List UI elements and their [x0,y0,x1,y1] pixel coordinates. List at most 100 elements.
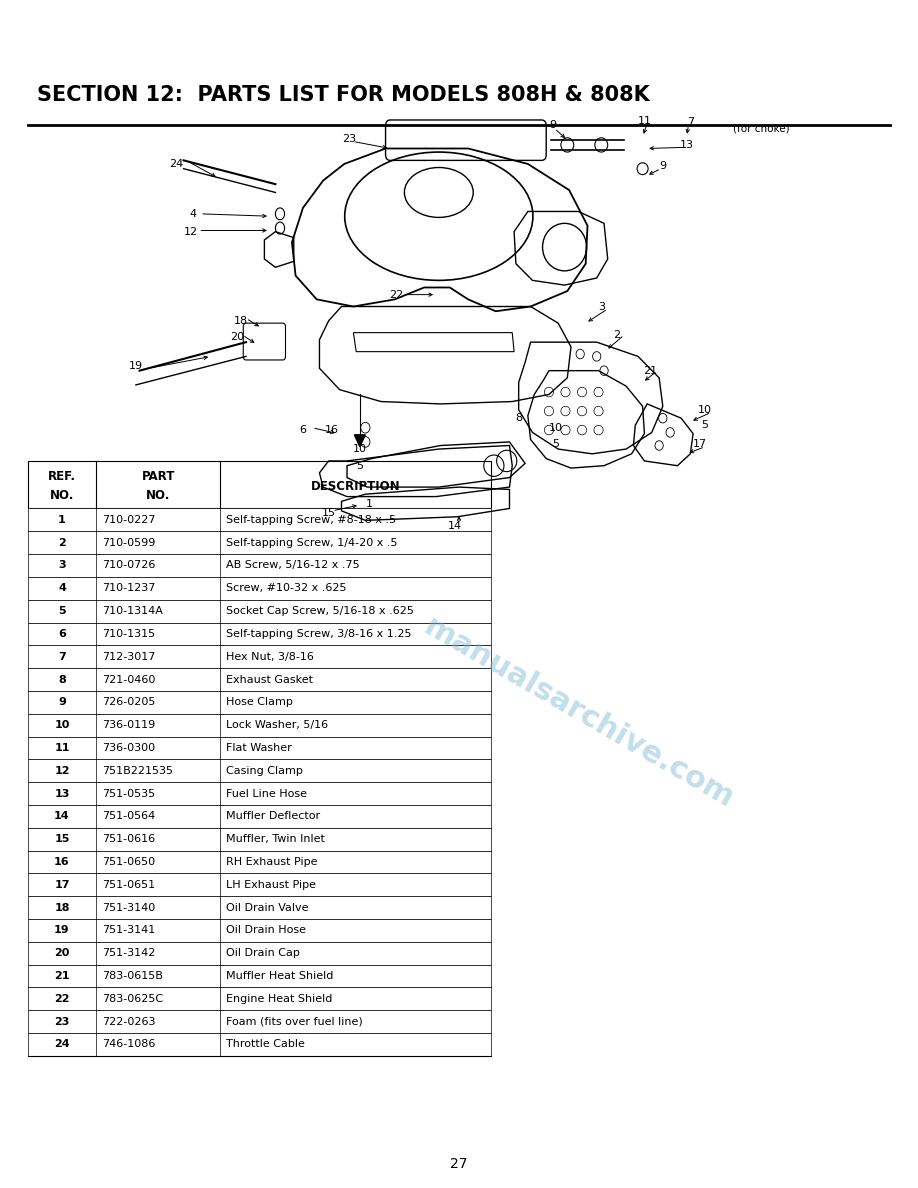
Text: 5: 5 [58,606,66,617]
Text: NO.: NO. [50,489,74,503]
Text: 21: 21 [54,971,70,981]
Text: Throttle Cable: Throttle Cable [226,1040,305,1049]
Text: 27: 27 [450,1157,468,1171]
Text: 23: 23 [54,1017,70,1026]
Bar [28,461,491,508]
Text: 15: 15 [54,834,70,845]
Bar [28,759,491,782]
Bar [28,828,491,851]
Text: 24: 24 [169,159,184,169]
Text: 710-0227: 710-0227 [102,514,155,525]
Text: 17: 17 [692,440,707,449]
Text: 14: 14 [54,811,70,821]
Text: PART: PART [141,470,175,484]
Bar [28,668,491,691]
Text: 751-0616: 751-0616 [102,834,155,845]
Text: 11: 11 [54,742,70,753]
Text: Oil Drain Valve: Oil Drain Valve [226,903,308,912]
Bar [28,965,491,987]
Text: 1: 1 [365,499,373,508]
Text: 5: 5 [356,461,364,470]
Bar [28,623,491,645]
Text: 16: 16 [325,425,340,435]
Text: 20: 20 [54,948,70,959]
Bar [28,691,491,714]
Text: Fuel Line Hose: Fuel Line Hose [226,789,307,798]
Text: Self-tapping Screw, #8-18 x .5: Self-tapping Screw, #8-18 x .5 [226,514,396,525]
Text: 9: 9 [58,697,66,707]
Text: AB Screw, 5/16-12 x .75: AB Screw, 5/16-12 x .75 [226,561,360,570]
Text: 2: 2 [613,330,621,340]
Text: 722-0263: 722-0263 [102,1017,155,1026]
Text: 751B221535: 751B221535 [102,766,173,776]
Text: RH Exhaust Pipe: RH Exhaust Pipe [226,857,318,867]
Text: 9: 9 [549,120,556,129]
Text: 20: 20 [230,333,244,342]
Text: 2: 2 [58,538,66,548]
Text: NO.: NO. [146,489,171,503]
Text: 4: 4 [189,209,196,219]
Text: Casing Clamp: Casing Clamp [226,766,303,776]
Text: 710-1237: 710-1237 [102,583,155,593]
Text: Muffler Deflector: Muffler Deflector [226,811,320,821]
Text: 710-0726: 710-0726 [102,561,155,570]
Text: 751-3142: 751-3142 [102,948,155,959]
Text: Hose Clamp: Hose Clamp [226,697,293,707]
Text: 18: 18 [233,316,248,326]
Text: 12: 12 [184,227,198,236]
Text: 7: 7 [687,118,694,127]
Text: (for choke): (for choke) [733,124,789,133]
Text: 712-3017: 712-3017 [102,652,155,662]
Text: 8: 8 [515,413,522,423]
Text: 10: 10 [548,423,563,432]
Text: 751-0651: 751-0651 [102,880,155,890]
Text: manualsarchive.com: manualsarchive.com [419,612,738,814]
Text: 19: 19 [54,925,70,935]
Bar [28,645,491,668]
Text: 10: 10 [54,720,70,731]
Text: 10: 10 [353,444,367,454]
Text: 9: 9 [659,162,666,171]
Text: 11: 11 [637,116,652,126]
Text: REF.: REF. [48,470,76,484]
Text: Hex Nut, 3/8-16: Hex Nut, 3/8-16 [226,652,314,662]
Text: Oil Drain Hose: Oil Drain Hose [226,925,306,935]
Text: 751-0535: 751-0535 [102,789,155,798]
Text: 736-0300: 736-0300 [102,742,155,753]
Text: 783-0615B: 783-0615B [102,971,162,981]
Text: 710-1314A: 710-1314A [102,606,162,617]
Bar [28,508,491,531]
Text: 13: 13 [54,789,70,798]
Bar [28,851,491,873]
Text: 14: 14 [447,522,462,531]
Bar [28,1010,491,1034]
Text: Foam (fits over fuel line): Foam (fits over fuel line) [226,1017,363,1026]
Text: 13: 13 [679,140,694,150]
Text: 3: 3 [598,302,605,311]
Text: 726-0205: 726-0205 [102,697,155,707]
Bar [28,942,491,965]
Bar [28,600,491,623]
Text: Self-tapping Screw, 1/4-20 x .5: Self-tapping Screw, 1/4-20 x .5 [226,538,397,548]
Text: 22: 22 [389,290,404,299]
Text: DESCRIPTION: DESCRIPTION [311,480,400,493]
Bar [28,873,491,896]
Polygon shape [354,435,365,447]
Bar [28,554,491,577]
Text: Screw, #10-32 x .625: Screw, #10-32 x .625 [226,583,346,593]
Text: 710-0599: 710-0599 [102,538,155,548]
Bar [28,805,491,828]
Text: Muffler Heat Shield: Muffler Heat Shield [226,971,333,981]
Text: Exhaust Gasket: Exhaust Gasket [226,675,313,684]
Text: 24: 24 [54,1040,70,1049]
Text: LH Exhaust Pipe: LH Exhaust Pipe [226,880,316,890]
Text: Lock Washer, 5/16: Lock Washer, 5/16 [226,720,328,731]
Text: 16: 16 [54,857,70,867]
Text: 7: 7 [58,652,66,662]
Text: SECTION 12:  PARTS LIST FOR MODELS 808H & 808K: SECTION 12: PARTS LIST FOR MODELS 808H &… [37,84,649,105]
Text: 4: 4 [58,583,66,593]
Text: 746-1086: 746-1086 [102,1040,155,1049]
Text: Muffler, Twin Inlet: Muffler, Twin Inlet [226,834,325,845]
Text: 1: 1 [58,514,66,525]
Bar [28,896,491,920]
